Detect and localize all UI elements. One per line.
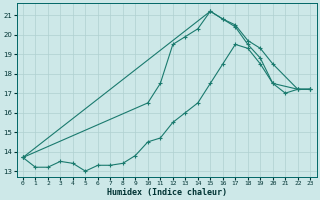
X-axis label: Humidex (Indice chaleur): Humidex (Indice chaleur) (107, 188, 227, 197)
